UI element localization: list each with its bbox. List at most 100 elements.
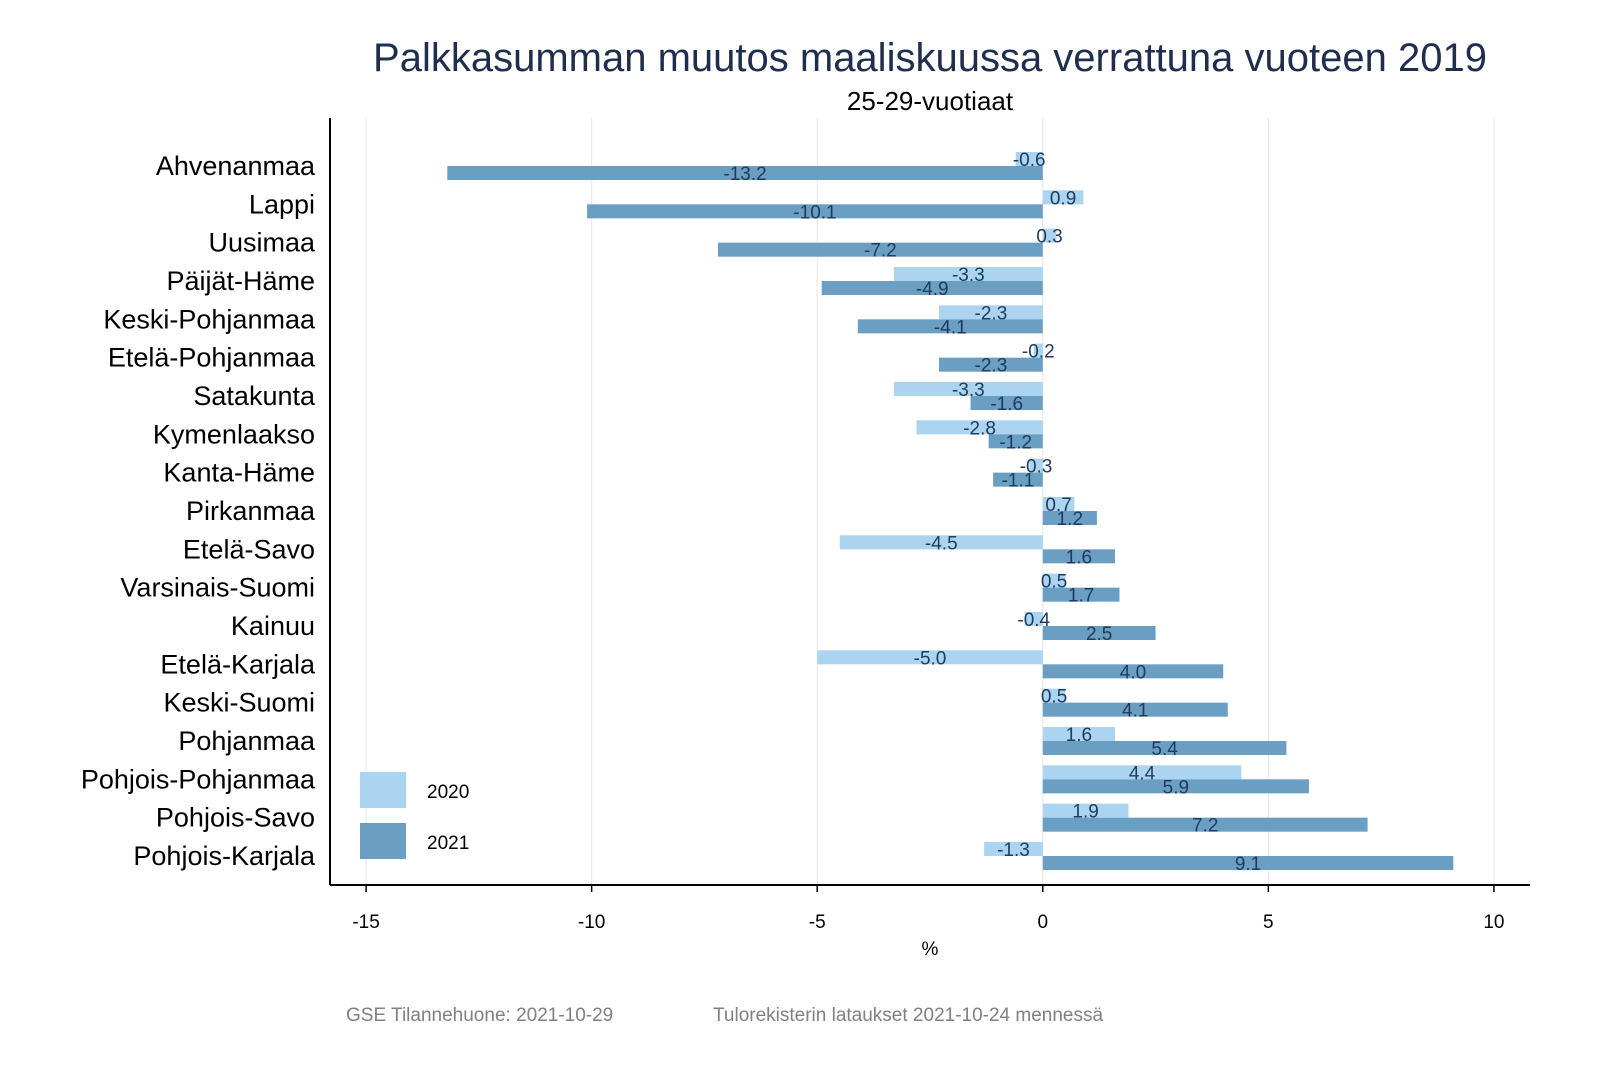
bar-2021	[993, 472, 1043, 487]
legend-swatch	[360, 772, 406, 808]
bar-2021	[1042, 664, 1224, 679]
data-label: 1.6	[1066, 547, 1092, 568]
category-label: Varsinais-Suomi	[120, 573, 315, 603]
data-label: -5.0	[914, 648, 947, 669]
data-label: -1.2	[999, 432, 1032, 453]
data-label: -2.3	[975, 303, 1008, 324]
bar-2021	[1042, 779, 1309, 794]
footer-source: GSE Tilannehuone: 2021-10-29	[346, 1005, 614, 1026]
chart-subtitle: 25-29-vuotiaat	[846, 86, 1014, 116]
data-label: 4.0	[1120, 662, 1146, 683]
data-label: 5.9	[1163, 777, 1189, 798]
chart-title: Palkkasumman muutos maaliskuussa verratt…	[373, 36, 1487, 80]
data-label: 4.4	[1129, 763, 1156, 784]
data-label: -1.1	[1002, 471, 1035, 492]
bar-2020	[1042, 688, 1066, 703]
data-label: 1.6	[1066, 725, 1092, 746]
bar-2020	[1042, 803, 1129, 818]
bar-2021	[717, 242, 1043, 257]
data-label: 2.5	[1086, 624, 1112, 645]
category-label: Etelä-Pohjanmaa	[108, 343, 316, 373]
category-label: Pohjois-Pohjanmaa	[81, 764, 316, 794]
data-label: 7.2	[1192, 816, 1218, 837]
bar-2020	[1042, 573, 1066, 588]
data-label: 0.5	[1041, 687, 1067, 708]
data-label: 0.5	[1041, 572, 1067, 593]
bar-2021	[821, 281, 1043, 295]
x-tick-label: 5	[1263, 912, 1274, 933]
data-label: -0.3	[1020, 457, 1053, 478]
data-label: -10.1	[793, 202, 836, 223]
bar-2020	[1042, 190, 1084, 205]
data-label: -1.3	[997, 840, 1030, 861]
bar-2020	[1042, 727, 1115, 741]
category-label: Päijät-Häme	[166, 266, 315, 296]
data-label: 1.9	[1072, 802, 1098, 823]
category-label: Lappi	[249, 189, 315, 219]
category-label: Pirkanmaa	[186, 496, 316, 526]
bar-2021	[1042, 587, 1120, 602]
data-label: -0.2	[1022, 342, 1055, 363]
category-label: Etelä-Karjala	[160, 649, 316, 679]
data-label: -0.6	[1013, 150, 1046, 171]
data-label: -4.5	[925, 533, 958, 554]
bar-2021	[1042, 741, 1287, 755]
category-label: Keski-Pohjanmaa	[103, 304, 316, 334]
data-label: 0.7	[1045, 495, 1071, 516]
bar-2021	[1042, 511, 1097, 525]
bar-2020	[1029, 458, 1043, 473]
data-label: -7.2	[864, 241, 897, 262]
category-label: Pohjois-Savo	[156, 803, 315, 833]
category-label: Kainuu	[231, 611, 315, 641]
bar-2020	[1015, 152, 1043, 166]
category-label: Pohjois-Karjala	[133, 841, 316, 871]
data-label: 9.1	[1235, 854, 1261, 875]
category-label: Kymenlaakso	[153, 419, 315, 449]
x-tick-label: 0	[1037, 912, 1048, 933]
bar-2021	[857, 319, 1043, 334]
x-axis-title: %	[922, 939, 939, 960]
bar-2021	[587, 204, 1043, 219]
bar-2021	[939, 357, 1043, 372]
bar-2020	[984, 842, 1043, 856]
bar-2020	[839, 535, 1043, 550]
bar-2020	[893, 267, 1043, 281]
data-label: 0.9	[1050, 188, 1076, 209]
legend-label: 2020	[427, 782, 469, 803]
x-tick-label: 10	[1483, 912, 1504, 933]
data-label: -3.3	[952, 380, 985, 401]
bar-2021	[447, 166, 1043, 180]
bar-2020	[1024, 612, 1043, 626]
data-label: -2.3	[975, 356, 1008, 377]
bar-2020	[893, 382, 1043, 396]
category-label: Keski-Suomi	[163, 688, 315, 718]
bar-2021	[988, 434, 1043, 449]
x-tick-label: -5	[809, 912, 826, 933]
data-label: -13.2	[723, 164, 766, 185]
bar-2020	[916, 420, 1043, 435]
data-label: 5.4	[1151, 739, 1178, 760]
bar-2020	[817, 650, 1043, 665]
bar-2020	[1042, 497, 1075, 511]
bar-2021	[1042, 817, 1368, 832]
category-label: Satakunta	[193, 381, 316, 411]
category-label: Uusimaa	[208, 228, 316, 258]
data-label: -4.1	[934, 317, 967, 338]
category-label: Etelä-Savo	[183, 534, 315, 564]
bar-2021	[1042, 856, 1454, 870]
data-label: -4.9	[916, 279, 949, 300]
bar-2021	[1042, 549, 1115, 564]
bar-2020	[1042, 228, 1057, 243]
data-label: 1.7	[1068, 586, 1094, 607]
x-tick-label: -15	[352, 912, 379, 933]
category-label: Ahvenanmaa	[156, 151, 316, 181]
bar-2021	[1042, 626, 1156, 640]
legend-label: 2021	[427, 833, 469, 854]
data-label: 4.1	[1122, 701, 1148, 722]
x-tick-label: -10	[578, 912, 605, 933]
data-label: 0.3	[1036, 227, 1062, 248]
category-label: Pohjanmaa	[178, 726, 316, 756]
legend-swatch	[360, 823, 406, 859]
bar-2020	[1033, 343, 1043, 358]
